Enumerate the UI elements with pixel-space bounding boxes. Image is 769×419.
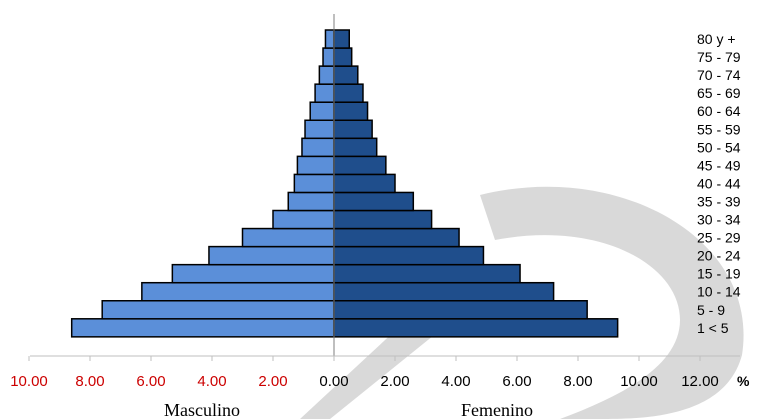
x-tick-label-right: 4.00 bbox=[441, 373, 470, 390]
category-label: 15 - 19 bbox=[697, 266, 741, 282]
category-label: 10 - 14 bbox=[697, 284, 741, 300]
bar-masculino-35-39 bbox=[287, 191, 335, 212]
bar-femenino-40-44 bbox=[333, 173, 396, 194]
unit-label: % bbox=[737, 373, 750, 389]
bar-masculino-10-14 bbox=[141, 281, 335, 302]
bar-masculino-80-y- bbox=[324, 29, 335, 49]
bar-femenino-5-9 bbox=[333, 300, 588, 320]
bar-masculino-25-29 bbox=[241, 227, 335, 248]
bar-femenino-15-19 bbox=[333, 263, 521, 284]
right-side-label: Femenino bbox=[461, 400, 533, 419]
bar-femenino-20-24 bbox=[333, 245, 485, 266]
category-label: 70 - 74 bbox=[697, 67, 741, 83]
bar-femenino-55-59 bbox=[333, 119, 373, 140]
x-tick-label-right: 10.00 bbox=[620, 373, 658, 390]
bar-femenino-35-39 bbox=[333, 191, 415, 212]
category-label: 60 - 64 bbox=[697, 103, 741, 119]
category-label: 25 - 29 bbox=[697, 230, 741, 246]
bar-masculino-1-5 bbox=[70, 318, 335, 338]
x-tick-label-left: 2.00 bbox=[258, 373, 287, 390]
x-tick-label-right: 12.00 bbox=[681, 373, 719, 390]
category-label: 45 - 49 bbox=[697, 157, 741, 173]
bar-femenino-75-79 bbox=[333, 47, 353, 67]
category-label: 20 - 24 bbox=[697, 248, 741, 264]
category-label: 65 - 69 bbox=[697, 85, 741, 101]
category-label: 35 - 39 bbox=[697, 193, 741, 209]
x-tick-label-right: 8.00 bbox=[563, 373, 592, 390]
bar-femenino-65-69 bbox=[333, 83, 364, 103]
x-tick-label-left: 4.00 bbox=[197, 373, 226, 390]
bar-femenino-50-54 bbox=[333, 137, 378, 158]
bar-masculino-5-9 bbox=[101, 300, 335, 320]
bar-masculino-75-79 bbox=[322, 47, 335, 67]
x-tick-label-left: 6.00 bbox=[136, 373, 165, 390]
bars-group bbox=[70, 29, 619, 338]
bar-femenino-70-74 bbox=[333, 65, 359, 85]
y-axis-labels: 1 < 5 5 - 9 10 - 14 15 - 19 20 - 24 25 - 29 30… bbox=[697, 31, 741, 336]
bar-masculino-45-49 bbox=[296, 155, 335, 176]
bar-masculino-60-64 bbox=[309, 101, 335, 121]
category-label: 5 - 9 bbox=[697, 302, 725, 318]
bar-masculino-50-54 bbox=[301, 137, 335, 158]
x-tick-label-right: 6.00 bbox=[502, 373, 531, 390]
bar-masculino-30-34 bbox=[272, 209, 335, 230]
x-tick-label-right: 0.00 bbox=[319, 373, 348, 390]
bar-masculino-15-19 bbox=[171, 263, 335, 284]
bar-femenino-1-5 bbox=[333, 318, 619, 338]
bar-femenino-25-29 bbox=[333, 227, 460, 248]
x-tick-label-left: 10.00 bbox=[10, 373, 48, 390]
bar-femenino-60-64 bbox=[333, 101, 369, 121]
category-label: 55 - 59 bbox=[697, 121, 741, 137]
x-axis-ticks bbox=[28, 356, 701, 361]
bar-femenino-80-y- bbox=[333, 29, 350, 49]
bar-masculino-40-44 bbox=[293, 173, 335, 194]
bar-masculino-20-24 bbox=[208, 245, 335, 266]
bar-femenino-10-14 bbox=[333, 281, 555, 302]
category-label: 80 y + bbox=[697, 31, 736, 47]
category-label: 75 - 79 bbox=[697, 49, 741, 65]
x-tick-label-left: 8.00 bbox=[75, 373, 104, 390]
x-tick-label-right: 2.00 bbox=[380, 373, 409, 390]
category-label: 40 - 44 bbox=[697, 175, 741, 191]
bar-masculino-65-69 bbox=[314, 83, 335, 103]
category-label: 1 < 5 bbox=[697, 320, 729, 336]
category-label: 30 - 34 bbox=[697, 212, 741, 228]
left-side-label: Masculino bbox=[164, 400, 240, 419]
bar-masculino-55-59 bbox=[304, 119, 335, 140]
bar-masculino-70-74 bbox=[318, 65, 335, 85]
bar-femenino-45-49 bbox=[333, 155, 387, 176]
x-axis-labels: 10.00 8.00 6.00 4.00 2.00 0.00 2.00 4.00 6.00 8.0… bbox=[10, 373, 719, 390]
bar-femenino-30-34 bbox=[333, 209, 433, 230]
category-label: 50 - 54 bbox=[697, 139, 741, 155]
